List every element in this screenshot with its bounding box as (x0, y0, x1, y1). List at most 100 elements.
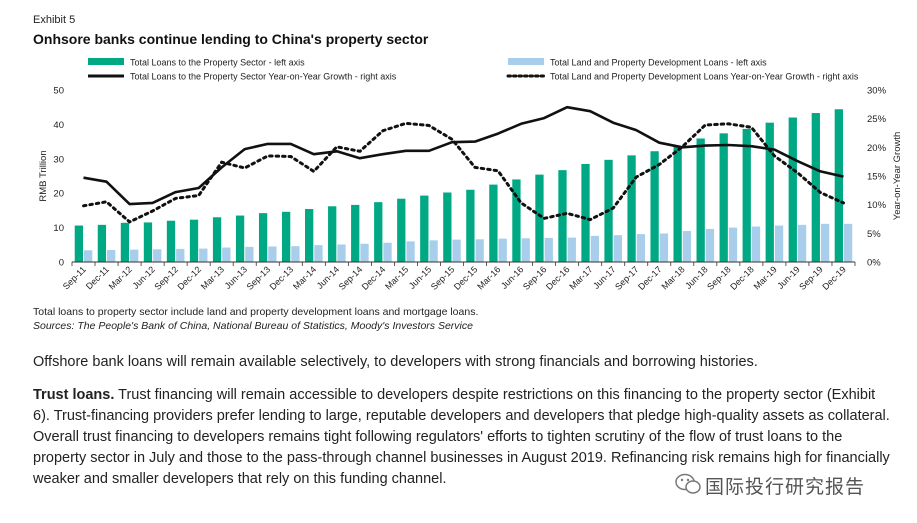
paragraph-offshore: Offshore bank loans will remain availabl… (33, 354, 758, 370)
bar-land-dev-loans (544, 237, 553, 262)
chart-source: Sources: The People's Bank of China, Nat… (33, 320, 473, 332)
y2-axis-title: Year-on-Year Growth (892, 132, 903, 221)
bar-property-loans (281, 211, 291, 262)
x-tick-label: Mar-14 (291, 264, 318, 291)
legend-label-1: Total Land and Property Development Loan… (550, 58, 767, 68)
y2-tick-label: 5% (867, 229, 881, 240)
x-tick-label: Jun-19 (775, 264, 802, 291)
paragraph-trust-loans: Trust loans. Trust financing will remain… (33, 385, 895, 490)
bar-land-dev-loans (406, 241, 415, 262)
bar-property-loans (834, 109, 843, 262)
x-tick-label: Jun-12 (130, 264, 157, 291)
bar-property-loans (74, 225, 84, 262)
x-tick-label: Dec-18 (728, 264, 756, 292)
wechat-icon (675, 473, 701, 494)
bar-property-loans (788, 117, 797, 263)
y2-tick-label: 25% (867, 114, 887, 125)
bar-property-loans (627, 155, 636, 262)
y2-tick-label: 20% (867, 143, 887, 154)
x-tick-label: Dec-15 (452, 264, 480, 292)
bar-land-dev-loans (797, 224, 807, 262)
bar-land-dev-loans (429, 240, 438, 262)
paragraph-body: Trust financing will remain accessible t… (33, 387, 890, 487)
bar-land-dev-loans (590, 235, 599, 262)
legend-swatch-1 (508, 58, 544, 65)
bar-land-dev-loans (268, 246, 277, 262)
paragraph-lead: Trust loans. (33, 387, 115, 403)
legend-label-2: Total Loans to the Property Sector Year-… (130, 72, 397, 82)
bar-property-loans (143, 222, 153, 262)
bar-property-loans (328, 206, 337, 262)
y2-tick-label: 10% (867, 200, 887, 211)
bar-land-dev-loans (130, 249, 139, 262)
x-tick-label: Mar-16 (475, 264, 502, 291)
x-tick-label: Dec-12 (175, 264, 203, 292)
bar-property-loans (305, 209, 314, 262)
bar-property-loans (466, 189, 475, 262)
x-tick-label: Jun-14 (315, 264, 342, 291)
bar-land-dev-loans (107, 249, 116, 262)
x-tick-label: Jun-17 (591, 264, 618, 291)
x-tick-label: Mar-17 (567, 264, 594, 291)
y-tick-label: 10 (53, 223, 64, 234)
bar-land-dev-loans (383, 242, 392, 262)
bar-property-loans (443, 192, 452, 262)
bar-land-dev-loans (682, 231, 692, 262)
bar-property-loans (397, 198, 406, 262)
bar-property-loans (351, 204, 360, 262)
bar-land-dev-loans (153, 249, 162, 262)
x-tick-label: Sep-12 (152, 264, 180, 292)
bar-land-dev-loans (751, 226, 761, 262)
x-tick-label: Jun-13 (223, 264, 250, 291)
y-tick-label: 30 (53, 154, 64, 165)
x-tick-label: Sep-11 (61, 264, 88, 291)
bar-land-dev-loans (567, 237, 576, 262)
bar-land-dev-loans (820, 223, 830, 262)
bar-land-dev-loans (360, 243, 369, 262)
bar-land-dev-loans (475, 239, 484, 262)
x-tick-label: Mar-13 (199, 264, 226, 291)
y2-tick-label: 30% (867, 86, 887, 97)
bar-property-loans (189, 219, 199, 262)
x-tick-label: Jun-15 (407, 264, 434, 291)
bar-land-dev-loans (521, 238, 530, 262)
legend-swatch-0 (88, 58, 124, 65)
x-tick-label: Jun-16 (499, 264, 526, 291)
bar-property-loans (235, 215, 245, 262)
bar-property-loans (765, 122, 774, 263)
bar-property-loans (166, 220, 176, 262)
bar-land-dev-loans (728, 227, 738, 262)
line-property-loans-growth (83, 105, 844, 206)
x-tick-label: Mar-18 (659, 264, 686, 291)
x-tick-label: Sep-14 (337, 264, 365, 292)
y-tick-label: 20 (53, 189, 64, 200)
x-tick-label: Dec-19 (820, 264, 848, 292)
x-tick-label: Sep-15 (429, 264, 457, 292)
bar-property-loans (673, 146, 682, 262)
bar-land-dev-loans (636, 234, 646, 262)
y-tick-label: 0 (59, 258, 64, 269)
bar-property-loans (650, 151, 659, 262)
bar-property-loans (696, 138, 705, 262)
bar-land-dev-loans (659, 233, 669, 262)
bar-land-dev-loans (613, 235, 622, 262)
y2-tick-label: 15% (867, 172, 887, 183)
y-tick-label: 40 (53, 120, 64, 131)
bar-land-dev-loans (199, 248, 208, 262)
x-tick-label: Dec-13 (268, 264, 296, 292)
bar-land-dev-loans (291, 246, 300, 262)
x-tick-label: Dec-16 (544, 264, 572, 292)
x-tick-label: Sep-18 (705, 264, 733, 292)
y2-tick-label: 0% (867, 258, 881, 269)
x-tick-label: Sep-19 (797, 264, 825, 292)
y-tick-label: 50 (53, 86, 64, 97)
bar-land-dev-loans (314, 245, 323, 262)
legend-label-0: Total Loans to the Property Sector - lef… (130, 58, 305, 68)
exhibit-label: Exhibit 5 (33, 14, 76, 26)
bar-property-loans (558, 170, 567, 262)
bar-land-dev-loans (452, 239, 461, 262)
watermark-text: 国际投行研究报告 (705, 477, 866, 498)
bar-land-dev-loans (774, 225, 784, 262)
bar-property-loans (742, 128, 751, 262)
chart: Total Loans to the Property Sector - lef… (38, 58, 903, 292)
